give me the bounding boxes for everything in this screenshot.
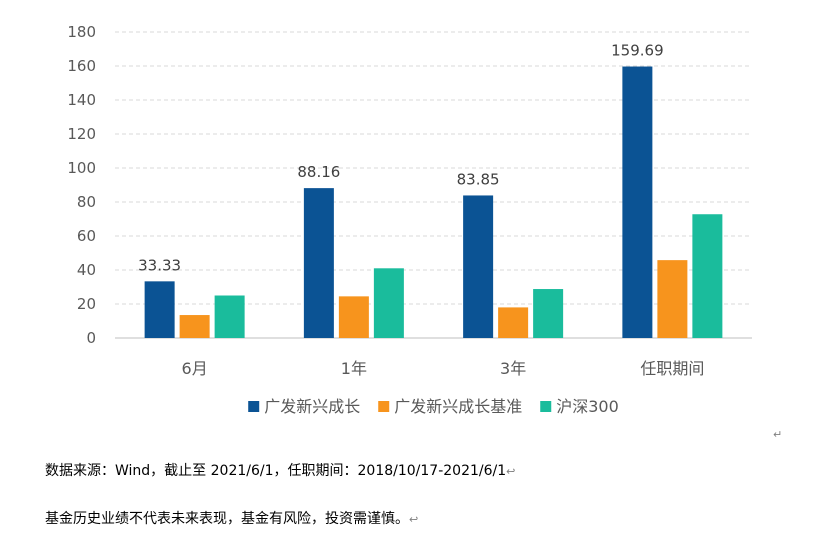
legend-swatch-1 <box>248 401 260 412</box>
legend-swatch-3 <box>540 401 552 412</box>
x-tick-label: 3年 <box>500 359 526 378</box>
risk-disclaimer: 基金历史业绩不代表未来表现，基金有风险，投资需谨慎。↩ <box>45 508 418 528</box>
bar-2-2 <box>338 296 369 338</box>
y-tick-label: 60 <box>77 227 96 245</box>
y-tick-label: 180 <box>67 23 96 41</box>
x-tick-label: 1年 <box>341 359 367 378</box>
risk-disclaimer-text: 基金历史业绩不代表未来表现，基金有风险，投资需谨慎。 <box>45 511 409 527</box>
y-tick-label: 0 <box>86 329 96 347</box>
legend-label-2: 广发新兴成长基准 <box>394 397 522 416</box>
bar-2-1 <box>179 315 210 338</box>
y-tick-label: 140 <box>67 91 96 109</box>
bar-2-4 <box>657 260 688 338</box>
data-label: 88.16 <box>297 163 340 181</box>
y-tick-label: 160 <box>67 57 96 75</box>
bar-3-1 <box>214 295 245 338</box>
y-tick-label: 40 <box>77 261 96 279</box>
paragraph-mark: ↵ <box>773 428 783 441</box>
line-break-mark-2: ↩ <box>409 513 419 526</box>
data-source-text: 数据来源：Wind，截止至 2021/6/1，任职期间：2018/10/17-2… <box>45 463 507 479</box>
x-tick-label: 6月 <box>182 359 208 378</box>
bar-1-1 <box>144 281 175 338</box>
data-source-note: 数据来源：Wind，截止至 2021/6/1，任职期间：2018/10/17-2… <box>45 460 515 480</box>
legend-label-1: 广发新兴成长 <box>264 397 360 416</box>
bar-3-3 <box>533 289 564 338</box>
bar-2-3 <box>498 307 529 338</box>
bar-1-3 <box>463 195 494 338</box>
bar-chart: 0 20 40 60 80 100 120 140 160 180 33.33 6月 88.16 1年 83… <box>67 23 752 416</box>
data-label: 159.69 <box>611 42 664 60</box>
x-tick-label: 任职期间 <box>640 359 704 378</box>
y-tick-label: 100 <box>67 159 96 177</box>
bar-3-4 <box>692 214 723 338</box>
y-tick-label: 20 <box>77 295 96 313</box>
y-tick-label: 120 <box>67 125 96 143</box>
data-label: 83.85 <box>457 170 500 188</box>
legend-swatch-2 <box>378 401 390 412</box>
y-tick-label: 80 <box>77 193 96 211</box>
line-break-mark: ↩ <box>506 465 516 478</box>
legend-label-3: 沪深300 <box>556 397 619 416</box>
bar-1-2 <box>303 188 334 338</box>
data-label: 33.33 <box>138 256 181 274</box>
bar-1-4 <box>622 66 653 338</box>
bar-3-2 <box>373 268 404 338</box>
